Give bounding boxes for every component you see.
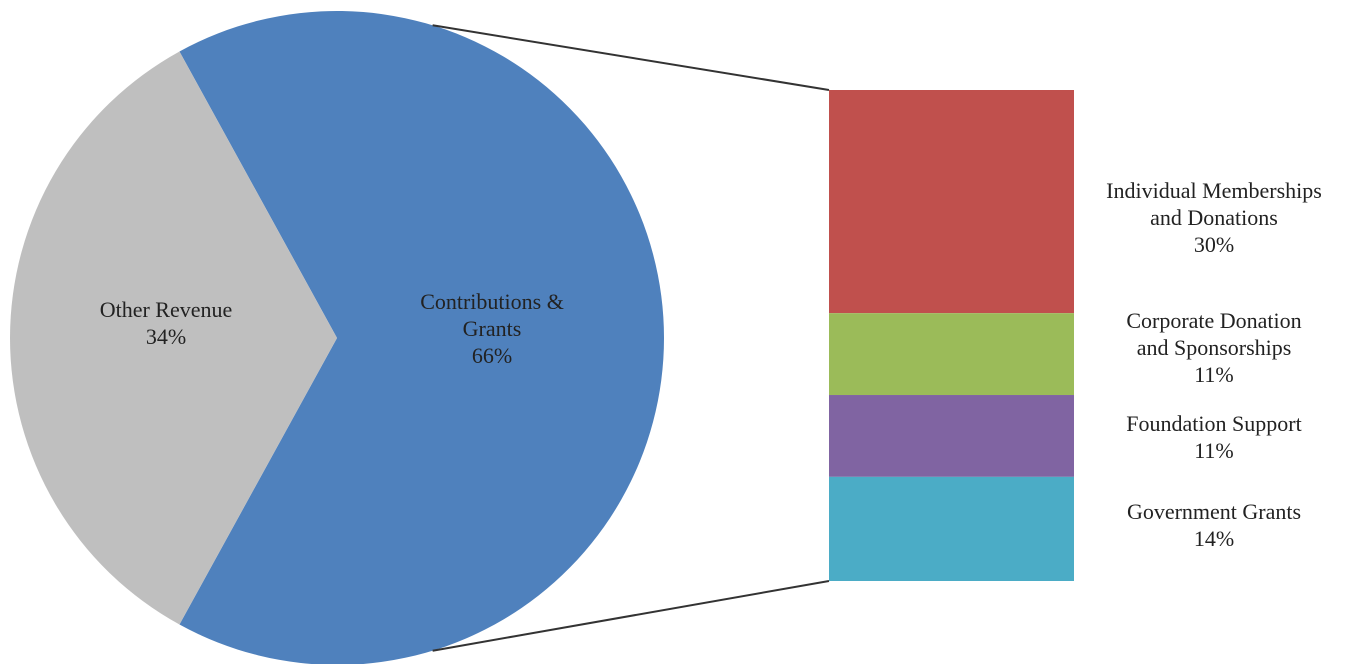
stack-label-3-line: 14% [1194, 526, 1234, 551]
pie-slice-0 [179, 11, 665, 664]
stack-segment-3 [829, 476, 1074, 581]
stack-label-0-line: and Donations [1150, 205, 1278, 230]
stack-segment-2 [829, 395, 1074, 477]
stack-label-0-line: Individual Memberships [1106, 178, 1322, 203]
stack-label-1: Corporate Donation and Sponsorships 11% [1126, 308, 1301, 387]
stack-label-3: Government Grants 14% [1127, 499, 1301, 551]
stack-label-1-line: 11% [1194, 362, 1234, 387]
pie-label-other-revenue: Other Revenue 34% [100, 297, 233, 349]
pie-label-other-revenue-line: 34% [146, 324, 186, 349]
stack-label-2: Foundation Support 11% [1126, 411, 1301, 463]
pie-label-contributions: Contributions & Grants 66% [420, 289, 564, 368]
stack-label-0: Individual Memberships and Donations 30% [1106, 178, 1322, 257]
pie-slice-1 [10, 51, 337, 625]
stack-label-3-line: Government Grants [1127, 499, 1301, 524]
stack-label-2-line: Foundation Support [1126, 411, 1301, 436]
pie-label-other-revenue-line: Other Revenue [100, 297, 233, 322]
pie-label-contributions-line: 66% [472, 343, 512, 368]
stack-segment-0 [829, 90, 1074, 314]
connector-line-top [432, 24, 830, 91]
stack-label-2-line: 11% [1194, 438, 1234, 463]
connector-line-bottom [432, 580, 830, 652]
stack-label-1-line: Corporate Donation [1126, 308, 1301, 333]
stack-label-1-line: and Sponsorships [1137, 335, 1292, 360]
stack-segment-1 [829, 313, 1074, 396]
stack-label-0-line: 30% [1194, 232, 1234, 257]
pie-label-contributions-line: Grants [463, 316, 522, 341]
pie-label-contributions-line: Contributions & [420, 289, 564, 314]
